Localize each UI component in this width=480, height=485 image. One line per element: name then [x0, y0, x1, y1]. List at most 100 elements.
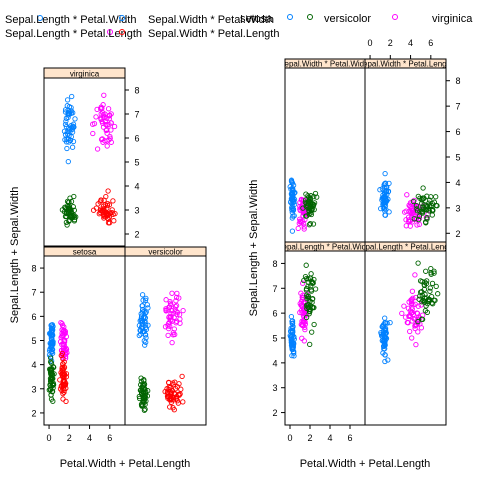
- data-point: [62, 137, 68, 143]
- data-point: [138, 375, 144, 381]
- data-point: [105, 106, 112, 112]
- legend-label-right: setosa: [240, 13, 273, 25]
- data-point: [180, 307, 186, 314]
- data-point: [49, 340, 55, 347]
- data-point: [381, 333, 387, 339]
- data-point: [97, 199, 103, 205]
- y-tick-label: 2: [272, 408, 277, 418]
- chart-left: virginica setosa versicolor 2 3 4 5 6 7 8 2 3 4 5 6 7 8 0…: [9, 67, 207, 470]
- data-point: [61, 387, 67, 393]
- panel-frame: [364, 250, 447, 426]
- series-points: [57, 319, 70, 361]
- data-point: [143, 309, 149, 315]
- data-point: [165, 323, 171, 329]
- data-point: [435, 291, 441, 297]
- data-point: [48, 343, 54, 349]
- data-point: [424, 214, 430, 221]
- x-tick-label-top: 0: [368, 38, 373, 48]
- data-point: [165, 332, 171, 339]
- data-point: [63, 213, 69, 219]
- x-tick-label-top: 4: [408, 38, 413, 48]
- data-point: [108, 139, 114, 145]
- data-point: [415, 260, 421, 266]
- series-points: [162, 373, 186, 413]
- data-point: [385, 357, 391, 363]
- data-point: [433, 194, 439, 200]
- data-point: [138, 382, 144, 388]
- data-point: [64, 103, 70, 109]
- series-points: [90, 188, 118, 226]
- y-tick-label: 7: [272, 284, 277, 294]
- y-tick-label: 8: [455, 76, 460, 86]
- x-tick-label: 6: [107, 433, 112, 443]
- data-point: [139, 303, 145, 309]
- data-point: [288, 178, 295, 184]
- legend-label-left: Sepal.Length * Petal.Length: [5, 28, 142, 40]
- data-point: [415, 318, 421, 325]
- data-point: [409, 288, 416, 294]
- data-point: [302, 321, 309, 327]
- data-point: [422, 308, 429, 314]
- data-point: [418, 302, 424, 308]
- legend-marker-left: [37, 15, 43, 21]
- data-point: [169, 339, 175, 346]
- data-point: [419, 289, 425, 295]
- data-point: [162, 388, 168, 395]
- data-point: [386, 209, 392, 215]
- data-point: [308, 288, 315, 294]
- data-point: [429, 208, 435, 214]
- data-point: [431, 268, 437, 274]
- data-point: [419, 210, 426, 216]
- data-point: [111, 218, 117, 224]
- data-point: [104, 130, 110, 136]
- legend-marker-left: [119, 15, 125, 21]
- data-point: [305, 283, 311, 290]
- data-point: [143, 339, 149, 345]
- data-point: [48, 355, 54, 361]
- data-point: [382, 170, 388, 177]
- x-tick-label: 2: [67, 433, 72, 443]
- data-point: [412, 325, 418, 332]
- y-tick-label: 3: [272, 383, 277, 393]
- data-point: [139, 322, 145, 328]
- data-point: [142, 386, 148, 392]
- x-axis-label: Petal.Width + Petal.Length: [60, 458, 191, 470]
- strip-label: versicolor: [148, 248, 183, 257]
- data-point: [420, 185, 426, 191]
- data-point: [173, 294, 180, 301]
- data-point: [304, 295, 310, 302]
- data-point: [166, 379, 172, 386]
- data-point: [288, 313, 295, 320]
- data-point: [308, 271, 314, 277]
- data-point: [409, 304, 415, 310]
- data-point: [49, 328, 55, 335]
- data-point: [106, 220, 113, 226]
- legend-marker-right: [307, 14, 313, 20]
- data-point: [410, 295, 416, 301]
- data-point: [301, 224, 307, 230]
- data-point: [380, 205, 387, 211]
- data-point: [303, 213, 309, 219]
- data-point: [297, 216, 303, 222]
- data-point: [408, 298, 415, 304]
- legend-marker-right: [287, 14, 293, 20]
- data-point: [172, 391, 178, 397]
- data-point: [301, 338, 307, 344]
- data-point: [104, 215, 111, 221]
- data-point: [413, 202, 420, 209]
- data-point: [172, 303, 179, 310]
- y-tick-label: 7: [134, 110, 139, 120]
- data-point: [173, 298, 179, 304]
- x-axis-label: Petal.Width + Petal.Length: [300, 458, 431, 470]
- y-tick-label: 4: [31, 360, 36, 370]
- data-point: [62, 382, 69, 388]
- data-point: [178, 386, 184, 392]
- data-point: [102, 202, 109, 208]
- data-point: [141, 314, 147, 320]
- data-point: [71, 212, 77, 219]
- series-points: [300, 190, 320, 228]
- data-point: [142, 406, 148, 412]
- data-point: [169, 290, 175, 296]
- y-tick-label: 3: [134, 206, 139, 216]
- data-point: [63, 210, 70, 217]
